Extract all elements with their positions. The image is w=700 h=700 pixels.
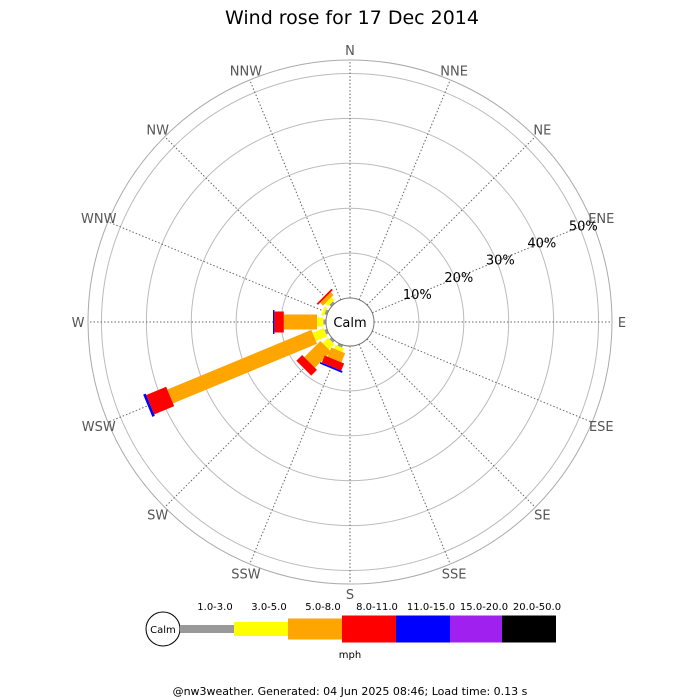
speed-legend: Calm 1.0-3.0 3.0-5.0 5.0-8.0 8.0-11.0 11.0-15… — [145, 602, 561, 661]
legend-swatch-20-0-50-0 — [502, 615, 556, 643]
legend-unit: mph — [339, 650, 361, 661]
bar-nw — [316, 288, 335, 307]
legend-range-5-0-8-0: 5.0-8.0 — [305, 602, 340, 613]
bar-sw-segment-1-0-3-0 — [329, 337, 335, 343]
legend-range-20-0-50-0: 20.0-50.0 — [513, 602, 561, 613]
calm-circle — [325, 297, 375, 347]
bar-nw-segment-5-0-8-0 — [320, 292, 334, 306]
direction-label-nw: NW — [146, 124, 169, 139]
bar-sw-segment-3-0-5-0 — [322, 337, 335, 350]
spoke-se — [366, 338, 536, 508]
calm-center: Calm — [325, 297, 375, 347]
bar-nw-segment-1-0-3-0 — [329, 301, 335, 307]
bar-wsw-segment-1-0-3-0 — [324, 328, 329, 335]
legend-calm-label: Calm — [150, 625, 176, 636]
direction-label-ese: ESE — [589, 420, 614, 435]
bar-ssw-segment-5-0-8-0 — [327, 347, 346, 363]
bar-wsw — [143, 328, 329, 417]
direction-label-nnw: NNW — [230, 65, 262, 80]
percent-labels: 10% 20% 30% 40% 50% — [403, 219, 598, 303]
legend-range-11-0-15-0: 11.0-15.0 — [407, 602, 455, 613]
direction-label-wsw: WSW — [82, 420, 116, 435]
legend-swatch-15-0-20-0 — [450, 615, 502, 643]
legend-range-1-0-3-0: 1.0-3.0 — [197, 602, 232, 613]
bar-w-segment-3-0-5-0 — [317, 317, 324, 327]
direction-label-ssw: SSW — [231, 567, 261, 582]
bar-nw-segment-3-0-5-0 — [325, 297, 335, 307]
direction-label-se: SE — [534, 508, 550, 523]
bar-ssw-segment-1-0-3-0 — [337, 343, 344, 348]
legend-swatch-5-0-8-0 — [288, 618, 342, 640]
ring-20 — [235, 207, 465, 437]
bar-sw — [296, 337, 335, 376]
direction-label-sw: SW — [147, 508, 168, 523]
bar-w-segment-11-0-15-0 — [273, 310, 275, 334]
legend-swatch-11-0-15-0 — [396, 615, 450, 643]
direction-label-w: W — [72, 316, 85, 331]
wind-bars — [143, 288, 346, 417]
legend-swatch-8-0-11-0 — [342, 615, 396, 643]
legend-swatch-1-0-3-0 — [180, 625, 234, 633]
bar-wsw-segment-3-0-5-0 — [312, 328, 328, 342]
spoke-ssw — [249, 343, 342, 565]
percent-label-40: 40% — [527, 237, 556, 252]
direction-label-ene: ENE — [588, 212, 614, 227]
legend-range-8-0-11-0: 8.0-11.0 — [356, 602, 398, 613]
spoke-ene — [371, 221, 593, 314]
bar-sw-segment-8-0-11-0 — [296, 355, 317, 376]
spoke-wnw — [107, 221, 329, 314]
bar-ssw-segment-11-0-15-0 — [319, 361, 343, 373]
footer-text: @nw3weather. Generated: 04 Jun 2025 08:4… — [173, 685, 528, 698]
bar-wsw-segment-11-0-15-0 — [143, 393, 155, 417]
spoke-sse — [358, 343, 451, 565]
spoke-nne — [358, 79, 451, 301]
legend-range-15-0-20-0: 15.0-20.0 — [460, 602, 508, 613]
bar-wnw-segment-1-0-3-0 — [324, 309, 329, 316]
bar-wsw-segment-8-0-11-0 — [146, 386, 175, 415]
bar-w-segment-1-0-3-0 — [323, 319, 326, 325]
ring-30 — [190, 162, 510, 482]
bar-ssw-segment-3-0-5-0 — [334, 344, 344, 353]
chart-title: Wind rose for 17 Dec 2014 — [225, 7, 479, 29]
bar-w-segment-8-0-11-0 — [274, 311, 284, 333]
bar-w — [273, 310, 326, 334]
legend-swatch-3-0-5-0 — [234, 622, 288, 636]
bar-ssw — [319, 343, 346, 373]
spoke-nw — [164, 136, 334, 306]
calm-label: Calm — [333, 316, 366, 331]
direction-labels: N NNE NE ENE E ESE SE SSE S SSW SW WSW W WNW NW NNW — [72, 44, 627, 603]
direction-label-n: N — [345, 44, 355, 59]
percent-label-10: 10% — [403, 288, 432, 303]
direction-label-ne: NE — [533, 124, 551, 139]
direction-label-nne: NNE — [440, 65, 468, 80]
polar-grid — [87, 59, 613, 585]
spoke-ne — [366, 136, 536, 306]
spoke-nnw — [249, 79, 342, 301]
direction-label-wnw: WNW — [81, 212, 117, 227]
percent-label-30: 30% — [486, 254, 515, 269]
direction-label-s: S — [346, 588, 354, 603]
bar-w-segment-5-0-8-0 — [283, 314, 318, 330]
spoke-ese — [371, 330, 593, 423]
bar-nw-segment-8-0-11-0 — [316, 288, 333, 305]
bar-wnw — [321, 306, 329, 316]
bar-ssw-segment-8-0-11-0 — [321, 355, 345, 371]
bar-wnw-segment-3-0-5-0 — [321, 306, 328, 316]
direction-label-e: E — [618, 316, 626, 331]
direction-label-sse: SSE — [442, 567, 467, 582]
legend-range-3-0-5-0: 3.0-5.0 — [251, 602, 286, 613]
percent-label-20: 20% — [444, 271, 473, 286]
bar-sw-segment-5-0-8-0 — [304, 340, 332, 368]
percent-label-50: 50% — [569, 219, 598, 234]
bar-wsw-segment-5-0-8-0 — [167, 329, 318, 404]
outer-ring — [87, 59, 613, 585]
